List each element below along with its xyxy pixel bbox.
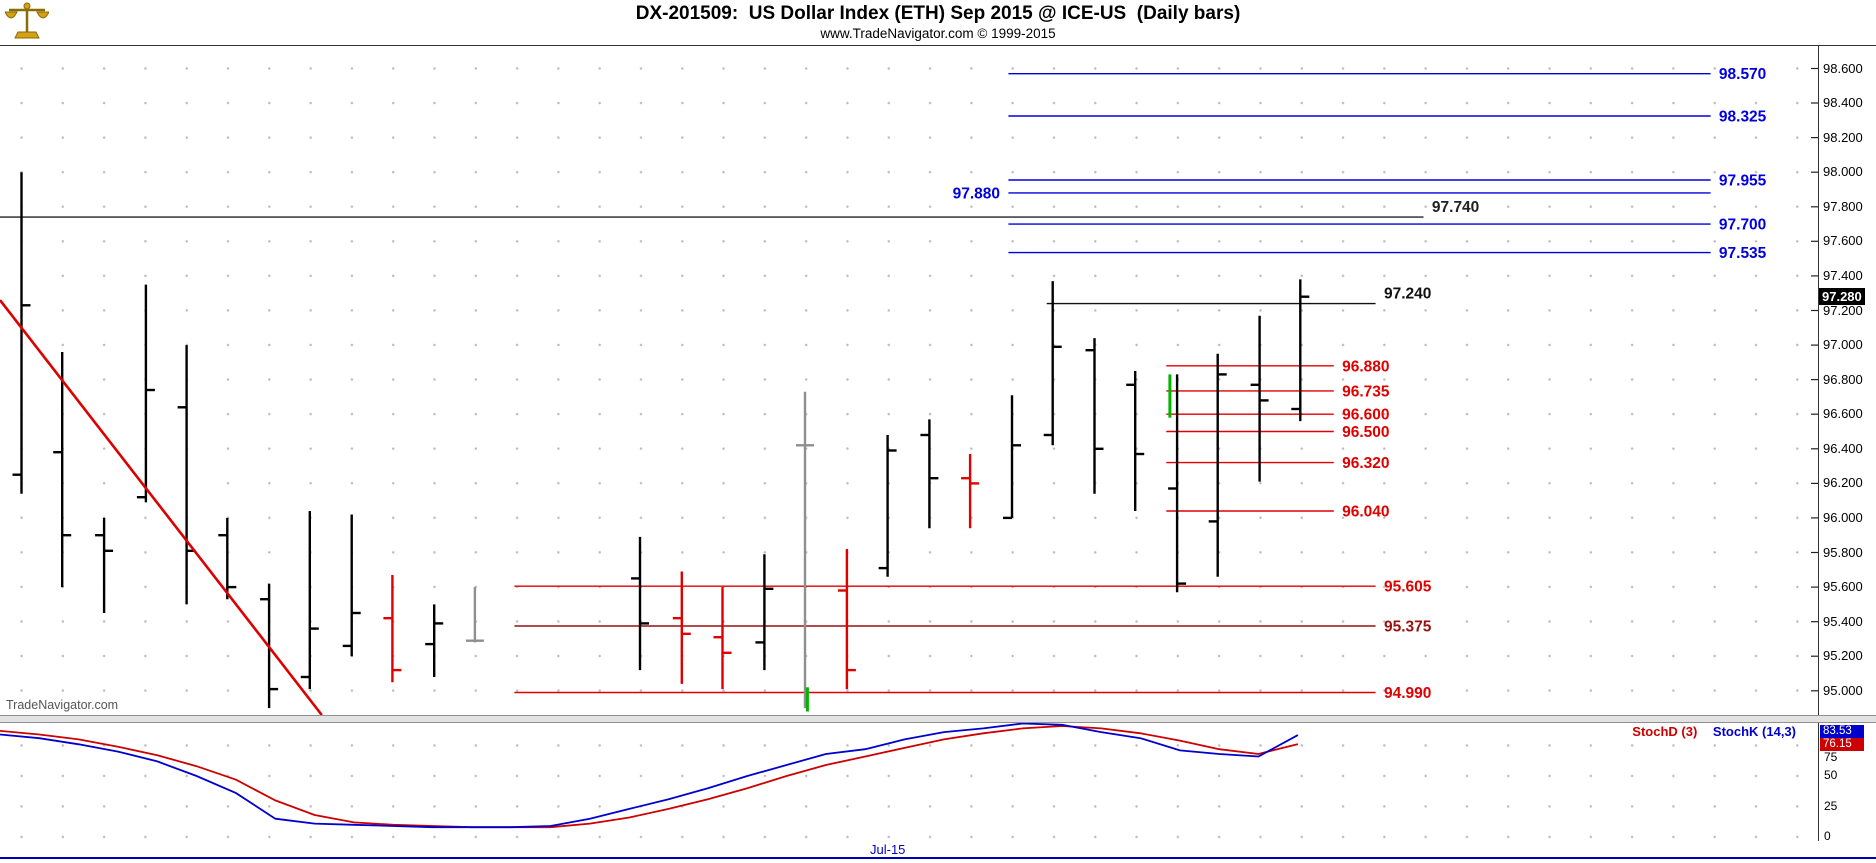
- level-label: 98.570: [1719, 66, 1766, 83]
- ohlc-bar: [1250, 315, 1269, 482]
- price-axis-label: 98.000: [1823, 164, 1863, 180]
- price-axis-label: 97.200: [1823, 302, 1863, 318]
- ohlc-bar: [713, 587, 732, 690]
- ohlc-bar: [1126, 371, 1145, 511]
- ohlc-bar: [920, 419, 939, 529]
- price-axis-label: 97.800: [1823, 198, 1863, 214]
- stochk-label[interactable]: StochK (14,3): [1712, 724, 1796, 739]
- ohlc-bar: [1043, 281, 1062, 446]
- price-chart-panel: 98.570 98.325 97.955 97.880 97.740 97.700 97.5…: [0, 45, 1876, 715]
- chart-title: DX-201509: US Dollar Index (ETH) Sep 201…: [635, 3, 1241, 24]
- ohlc-bar: [1003, 395, 1021, 520]
- price-axis-label: 96.200: [1823, 475, 1863, 491]
- price-axis-label: 98.600: [1823, 60, 1863, 76]
- price-axis-label: 96.000: [1823, 509, 1863, 525]
- ohlc-bar: [1085, 338, 1104, 494]
- level-label: 96.500: [1342, 424, 1389, 441]
- ohlc-bar: [177, 345, 196, 605]
- ohlc-bar: [53, 352, 72, 588]
- price-axis-label: 96.800: [1823, 371, 1863, 387]
- ohlc-bar: [878, 435, 897, 577]
- stochastic-axis: 83.53 76.15 75 50 25 0: [1819, 723, 1876, 843]
- level-label: 97.700: [1719, 217, 1766, 234]
- ohlc-bar: [425, 604, 444, 677]
- ohlc-bar: [465, 587, 484, 643]
- ohlc-bar: [1291, 279, 1310, 422]
- stoch-scale-label: 0: [1824, 829, 1831, 843]
- stochastic-legend: StochD (3) StochK (14,3): [1632, 724, 1796, 739]
- stochastic-canvas: [0, 723, 1299, 829]
- ohlc-bar: [837, 549, 856, 690]
- level-label: 97.535: [1719, 245, 1767, 262]
- level-label: 95.375: [1384, 619, 1432, 636]
- price-axis-label: 97.000: [1823, 337, 1863, 353]
- price-axis-label: 95.200: [1823, 648, 1863, 664]
- price-plot-area[interactable]: 98.570 98.325 97.955 97.880 97.740 97.700 97.5…: [0, 46, 1819, 715]
- stoch-scale-label: 75: [1824, 750, 1838, 764]
- price-axis-label: 95.800: [1823, 544, 1863, 560]
- watermark: TradeNavigator.com: [6, 698, 119, 712]
- level-label: 97.240: [1384, 286, 1431, 303]
- level-label: 96.735: [1342, 383, 1390, 400]
- level-label: 96.880: [1342, 358, 1389, 375]
- price-axis-label: 96.600: [1823, 406, 1863, 422]
- trend-line: [0, 299, 323, 715]
- ohlc-bar: [342, 514, 361, 657]
- time-axis-line: [0, 857, 1876, 859]
- last-price-box: 97.280: [1819, 287, 1865, 305]
- ohlc-bar: [961, 454, 980, 529]
- level-label: 96.320: [1342, 455, 1389, 472]
- trade-navigator-logo-scales-icon[interactable]: [4, 1, 50, 46]
- ohlc-bar: [383, 575, 402, 683]
- level-label: 97.740: [1432, 199, 1479, 216]
- time-axis-label: Jul-15: [870, 842, 906, 857]
- level-label: 97.880: [953, 185, 1000, 202]
- ohlc-bar: [796, 391, 814, 709]
- ohlc-bar: [755, 554, 774, 671]
- ohlc-bar: [1168, 374, 1187, 593]
- stoch-scale-label: 50: [1824, 768, 1838, 782]
- stoch-d-line: [0, 725, 1299, 829]
- ohlc-bar: [136, 284, 155, 503]
- price-axis-label: 98.400: [1823, 95, 1863, 110]
- ohlc-bar: [95, 517, 114, 613]
- scales-icon: [4, 2, 50, 39]
- ohlc-bar: [218, 517, 237, 600]
- ohlc-bar: [1208, 353, 1227, 577]
- chart-header: DX-201509: US Dollar Index (ETH) Sep 201…: [0, 0, 1876, 45]
- stochastic-panel: StochD (3) StochK (14,3) 83.53 76.15 75 5…: [0, 723, 1876, 843]
- ohlc-bar: [300, 511, 319, 690]
- level-label: 94.990: [1384, 685, 1431, 702]
- stochd-label[interactable]: StochD (3): [1632, 724, 1698, 739]
- level-label: 97.955: [1719, 173, 1767, 190]
- ohlc-bar: [672, 571, 691, 684]
- ohlc-bar: [631, 536, 649, 671]
- price-axis[interactable]: 97.280 98.600 98.400 98.200 98.000 97.800 97.…: [1819, 46, 1876, 715]
- stoch-scale-label: 25: [1824, 798, 1838, 813]
- level-label: 95.605: [1384, 579, 1432, 596]
- price-axis-label: 96.400: [1823, 440, 1863, 456]
- stochk-value-box: 83.53: [1820, 725, 1864, 738]
- stochastic-plot-area[interactable]: StochD (3) StochK (14,3): [0, 723, 1819, 841]
- ohlc-bar: [12, 172, 31, 494]
- price-axis-label: 97.600: [1823, 233, 1863, 249]
- price-chart-canvas: 98.570 98.325 97.955 97.880 97.740 97.700 97.5…: [0, 66, 1818, 715]
- level-label: 96.600: [1342, 407, 1389, 424]
- level-label: 98.325: [1719, 109, 1767, 126]
- price-axis-label: 95.400: [1823, 613, 1863, 629]
- price-axis-label: 98.200: [1823, 129, 1863, 145]
- time-axis[interactable]: Jul-15: [0, 841, 1876, 863]
- stochd-value-box: 76.15: [1820, 738, 1864, 751]
- stoch-k-line: [0, 723, 1299, 829]
- level-label: 96.040: [1342, 504, 1389, 521]
- chart-subtitle: www.TradeNavigator.com © 1999-2015: [820, 26, 1056, 41]
- price-axis-label: 97.400: [1823, 267, 1863, 283]
- price-axis-label: 95.600: [1823, 579, 1863, 595]
- price-axis-label: 95.000: [1823, 682, 1863, 698]
- panel-splitter[interactable]: [0, 715, 1876, 723]
